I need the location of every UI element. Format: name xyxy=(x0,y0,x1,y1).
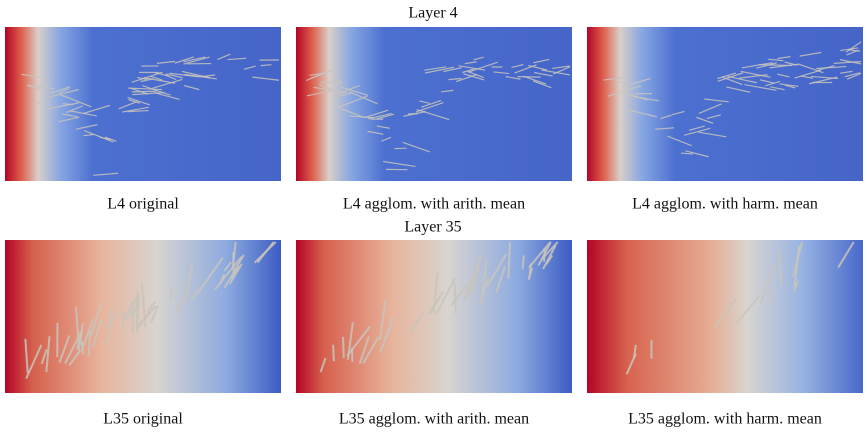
flow-streak xyxy=(759,65,792,66)
panel-image xyxy=(5,27,281,181)
flow-streak xyxy=(89,330,90,355)
figure: Layer 4 Layer 35 L4 original L4 agglom. w… xyxy=(0,0,867,433)
flow-streak xyxy=(343,337,344,358)
panel-caption: L4 agglom. with arith. mean xyxy=(343,196,525,213)
flow-streak xyxy=(517,77,540,78)
panel-image xyxy=(296,240,572,393)
panel-image xyxy=(296,27,572,181)
panel-caption: L35 agglom. with arith. mean xyxy=(339,411,529,428)
row-title: Layer 4 xyxy=(408,5,457,22)
row-title: Layer 35 xyxy=(404,219,461,236)
flow-streak xyxy=(394,148,406,149)
panel-caption: L4 original xyxy=(107,196,179,213)
panel-caption: L35 original xyxy=(103,411,183,428)
flow-streak xyxy=(132,91,157,92)
flow-streak xyxy=(82,341,83,355)
panel-image xyxy=(587,27,863,181)
panel-caption: L35 agglom. with harm. mean xyxy=(628,411,822,428)
panel-caption: L4 agglom. with harm. mean xyxy=(632,196,818,213)
flow-streak xyxy=(123,312,124,331)
flow-streak xyxy=(523,255,524,269)
flow-streak xyxy=(170,289,171,300)
flow-streak xyxy=(333,345,334,361)
